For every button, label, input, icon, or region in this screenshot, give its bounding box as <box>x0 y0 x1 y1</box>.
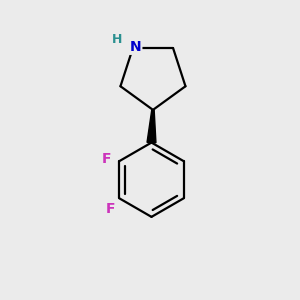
Text: H: H <box>112 33 123 46</box>
Polygon shape <box>147 110 156 143</box>
Text: F: F <box>102 152 112 166</box>
Text: N: N <box>129 40 141 54</box>
Text: F: F <box>106 202 115 216</box>
